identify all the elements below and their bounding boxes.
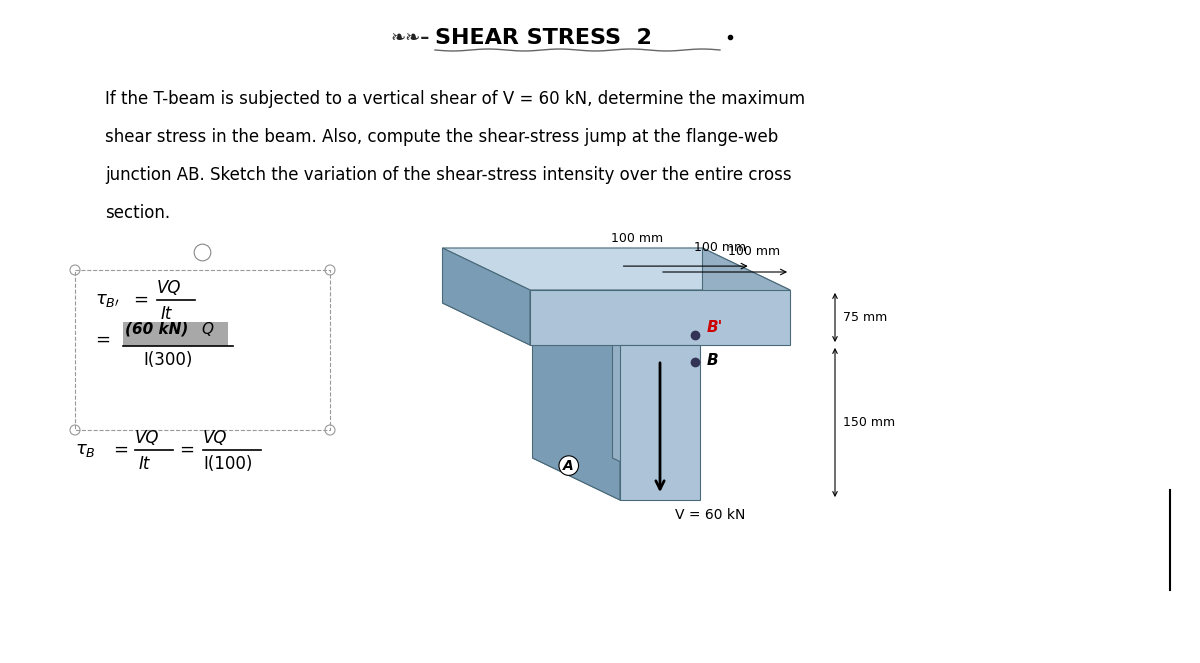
- Polygon shape: [612, 303, 790, 345]
- Polygon shape: [533, 303, 620, 500]
- Text: shear stress in the beam. Also, compute the shear-stress jump at the flange-web: shear stress in the beam. Also, compute …: [106, 128, 779, 146]
- Text: junction AB. Sketch the variation of the shear-stress intensity over the entire : junction AB. Sketch the variation of the…: [106, 166, 792, 184]
- Text: SHEAR STRESS  2: SHEAR STRESS 2: [436, 28, 652, 48]
- Text: V = 60 kN: V = 60 kN: [674, 508, 745, 522]
- Polygon shape: [702, 248, 790, 345]
- Text: If the T-beam is subjected to a vertical shear of V = 60 kN, determine the maxim: If the T-beam is subjected to a vertical…: [106, 90, 805, 108]
- Polygon shape: [530, 290, 790, 345]
- Text: section.: section.: [106, 204, 170, 222]
- Text: VQ: VQ: [157, 279, 181, 297]
- Text: 100 mm: 100 mm: [694, 241, 745, 254]
- Polygon shape: [443, 248, 790, 290]
- Text: =: =: [95, 331, 110, 349]
- Bar: [74, 270, 330, 430]
- Bar: [124, 322, 228, 346]
- Polygon shape: [443, 248, 702, 303]
- Text: It: It: [139, 455, 150, 473]
- Text: 100 mm: 100 mm: [728, 245, 780, 258]
- Polygon shape: [612, 303, 700, 500]
- Text: B': B': [707, 320, 724, 335]
- Polygon shape: [443, 303, 620, 345]
- Text: Q: Q: [202, 322, 214, 337]
- Text: ❧❧–: ❧❧–: [391, 29, 430, 47]
- Text: $\tau_{B\prime}$: $\tau_{B\prime}$: [95, 291, 120, 309]
- Text: =: =: [179, 441, 194, 459]
- Polygon shape: [533, 303, 612, 458]
- Text: =: =: [133, 291, 148, 309]
- Text: 100 mm: 100 mm: [611, 232, 664, 245]
- Text: B: B: [707, 353, 719, 367]
- Text: 150 mm: 150 mm: [842, 416, 895, 428]
- Text: I(300): I(300): [143, 351, 192, 369]
- Text: (60 kN): (60 kN): [125, 322, 188, 337]
- Text: $\tau_{B}$: $\tau_{B}$: [74, 441, 96, 459]
- Text: A: A: [563, 459, 574, 473]
- Text: It: It: [161, 305, 173, 323]
- Text: VQ: VQ: [134, 429, 160, 447]
- Polygon shape: [533, 458, 700, 500]
- Text: I(100): I(100): [203, 455, 252, 473]
- Text: 75 mm: 75 mm: [842, 310, 887, 324]
- Polygon shape: [443, 248, 530, 345]
- Text: VQ: VQ: [203, 429, 228, 447]
- Text: =: =: [113, 441, 128, 459]
- Polygon shape: [620, 345, 700, 500]
